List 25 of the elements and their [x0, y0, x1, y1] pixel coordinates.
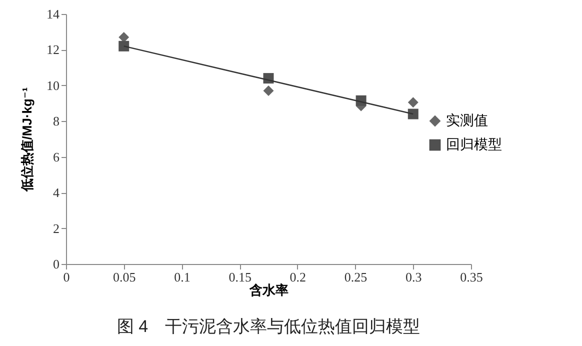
y-axis-title: 低位热值/MJ·kg⁻¹	[20, 87, 34, 193]
text: 图 4 干污泥含水率与低位热值回归模型	[116, 317, 420, 336]
x-tick-label: 0.05	[112, 270, 136, 284]
point	[118, 32, 130, 42]
y-tick-label: 0	[53, 256, 60, 272]
x-tick-label: 0.3	[406, 270, 422, 284]
point	[118, 40, 130, 52]
y-tick-label: 12	[46, 42, 60, 58]
y-tick-label: 6	[53, 149, 60, 164]
x-tick-label: 0.2	[290, 270, 306, 284]
x-tick-label: 0	[63, 270, 70, 284]
x-axis-title: 含水率	[248, 282, 288, 298]
x-tick-label: 0.1	[174, 270, 190, 284]
y-tick-label: 8	[53, 114, 60, 129]
y-tick-label: 4	[53, 185, 60, 200]
y-tick-label: 14	[46, 6, 60, 22]
legend-label: 实测值	[446, 112, 488, 128]
point	[263, 86, 274, 96]
x-tick-label: 0.15	[228, 270, 252, 284]
point	[408, 97, 418, 108]
y-tick-label: 10	[46, 78, 60, 93]
legend-label: 回归模型	[446, 136, 502, 152]
x-tick-label: 0.25	[344, 270, 368, 284]
y-tick-label: 2	[53, 220, 60, 236]
x-tick-label: 0.35	[460, 270, 483, 284]
